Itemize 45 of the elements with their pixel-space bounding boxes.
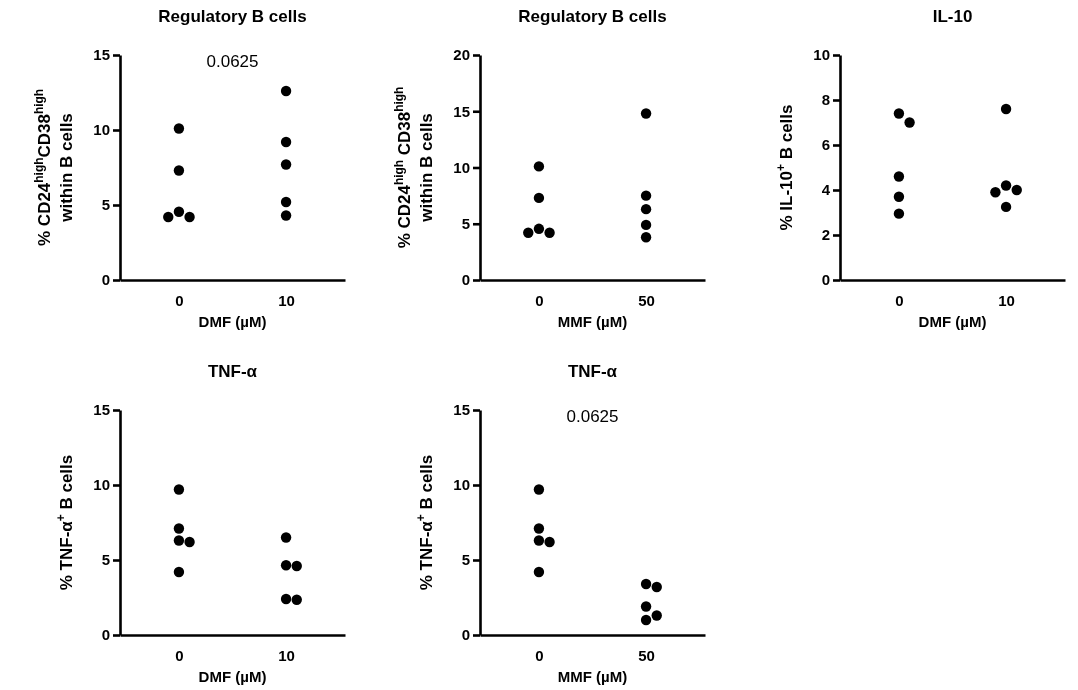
y-tick-label: 15 [453,401,470,419]
x-tick-label: 0 [895,291,904,309]
x-tick-label: 0 [535,291,544,309]
y-tick-label: 10 [453,476,470,494]
x-tick-label: 0 [175,646,184,664]
y-tick-label: 0 [461,626,470,644]
y-tick-label: 0 [821,271,830,289]
y-tick-label: 10 [813,46,830,64]
x-tick-label: 0 [175,291,184,309]
chart-title: TNF-α [567,362,618,381]
x-tick-label: 50 [638,291,655,309]
y-tick-label: 5 [101,196,110,214]
y-tick-label: 5 [101,551,110,569]
y-tick-label: 4 [821,181,831,199]
chart-title: Regulatory B cells [158,7,307,26]
chart-title: Regulatory B cells [518,7,667,26]
y-tick-label: 5 [461,551,470,569]
x-axis-title: DMF (µM) [198,313,267,330]
y-tick-label: 10 [93,121,110,139]
y-tick-label: 0 [101,626,110,644]
x-tick-label: 50 [638,646,655,664]
y-tick-label: 20 [453,46,470,64]
annotation: 0.0625 [206,52,259,71]
y-tick-label: 15 [453,102,470,120]
y-tick-label: 10 [453,158,470,176]
x-tick-label: 10 [278,646,295,664]
y-tick-label: 0 [461,271,470,289]
y-tick-label: 15 [93,401,110,419]
y-tick-label: 8 [821,91,830,109]
y-tick-label: 2 [821,226,830,244]
y-tick-label: 15 [93,46,110,64]
x-axis-title: DMF (µM) [198,668,267,685]
chart-title: TNF-α [207,362,258,381]
y-tick-label: 0 [101,271,110,289]
x-tick-label: 10 [278,291,295,309]
y-tick-label: 6 [821,136,830,154]
y-tick-label: 5 [461,215,470,233]
x-tick-label: 10 [998,291,1015,309]
x-axis-title: MMF (µM) [557,313,628,330]
y-tick-label: 10 [93,476,110,494]
x-axis-title: DMF (µM) [918,313,987,330]
annotation: 0.0625 [566,407,619,426]
x-axis-title: MMF (µM) [557,668,628,685]
x-tick-label: 0 [535,646,544,664]
chart-title: IL-10 [932,7,973,26]
